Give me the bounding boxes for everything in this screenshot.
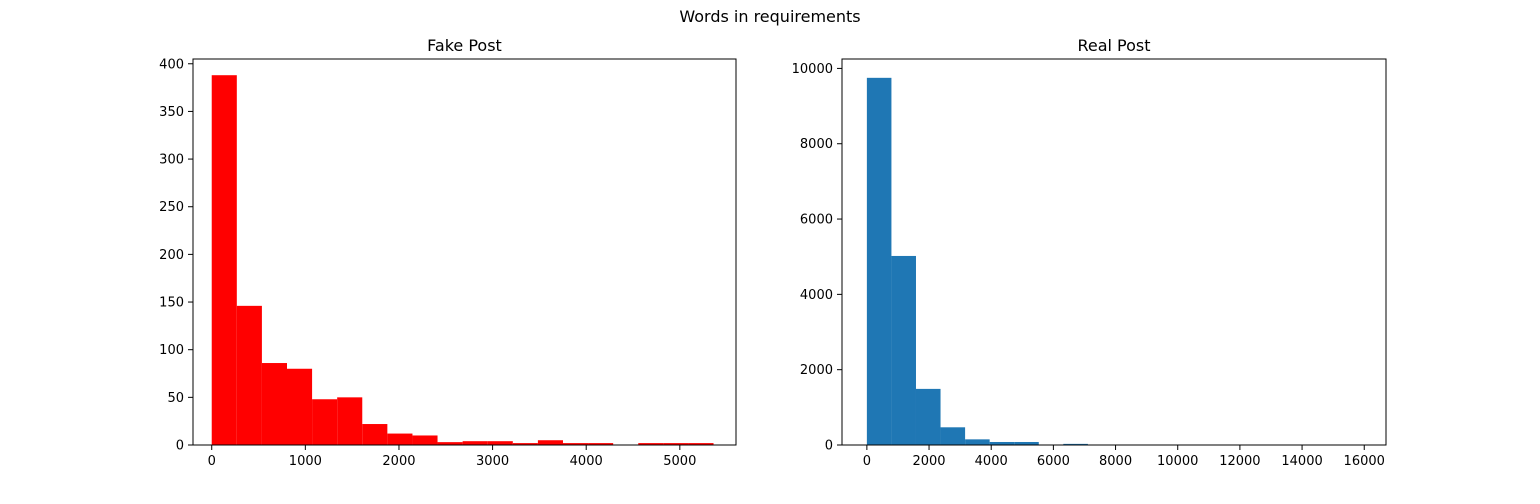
fake-x-tick-label: 0 (208, 454, 216, 469)
fake-y-tick-label: 50 (167, 391, 184, 406)
real-y-tick-label: 8000 (800, 137, 833, 152)
real-histogram-bar (941, 427, 966, 445)
fake-histogram-bar (312, 399, 337, 445)
real-x-tick-label: 2000 (912, 454, 945, 469)
real-x-tick-label: 16000 (1344, 454, 1385, 469)
fake-x-tick-label: 1000 (289, 454, 322, 469)
real-post-panel: 0 2000 4000 6000 8000 10000 12000 14000 16000 0 20… (792, 36, 1386, 469)
fake-post-panel: 0 1000 2000 3000 4000 5000 0 50 100 150 200 250 300 3… (159, 36, 736, 469)
fake-histogram-bar (412, 435, 437, 445)
real-y-tick-label: 4000 (800, 288, 833, 303)
fake-x-tick-label: 5000 (663, 454, 696, 469)
real-histogram-bar (965, 439, 990, 445)
real-y-tick-label: 10000 (792, 62, 833, 77)
real-histogram-bar (891, 256, 916, 445)
real-y-tick-label: 0 (825, 439, 833, 454)
fake-histogram-bar (262, 363, 287, 445)
real-x-tick-label: 14000 (1281, 454, 1322, 469)
fake-histogram-bar (287, 369, 312, 445)
fake-histogram-bar (212, 75, 237, 445)
real-x-tick-label: 0 (863, 454, 871, 469)
fake-histogram-bar (237, 306, 262, 445)
real-post-title: Real Post (1077, 36, 1150, 55)
fake-histogram-bar (337, 397, 362, 445)
fake-y-tick-label: 350 (159, 105, 184, 120)
real-histogram-bar (867, 78, 892, 445)
fake-histogram-bar (463, 441, 488, 445)
fake-y-tick-label: 250 (159, 200, 184, 215)
fake-x-tick-label: 2000 (382, 454, 415, 469)
fake-y-tick-label: 400 (159, 57, 184, 72)
real-x-tick-label: 10000 (1157, 454, 1198, 469)
fake-y-tick-label: 0 (176, 439, 184, 454)
fake-histogram-bar (387, 434, 412, 445)
fake-x-tick-label: 3000 (476, 454, 509, 469)
fake-x-tick-label: 4000 (570, 454, 603, 469)
figure-title: Words in requirements (0, 7, 1540, 26)
fake-histogram-bar (538, 440, 563, 445)
real-x-tick-label: 4000 (975, 454, 1008, 469)
real-x-tick-label: 8000 (1099, 454, 1132, 469)
real-y-tick-label: 6000 (800, 213, 833, 228)
fake-y-tick-label: 300 (159, 153, 184, 168)
fake-post-title: Fake Post (427, 36, 502, 55)
real-histogram-bar (916, 389, 941, 445)
real-y-tick-label: 2000 (800, 363, 833, 378)
real-x-tick-label: 12000 (1219, 454, 1260, 469)
fake-y-tick-label: 200 (159, 248, 184, 263)
fake-y-tick-label: 100 (159, 343, 184, 358)
fake-histogram-bar (362, 424, 387, 445)
real-axes-frame (842, 59, 1386, 445)
fake-y-tick-label: 150 (159, 296, 184, 311)
real-x-tick-label: 6000 (1037, 454, 1070, 469)
fake-histogram-bar (488, 441, 513, 445)
